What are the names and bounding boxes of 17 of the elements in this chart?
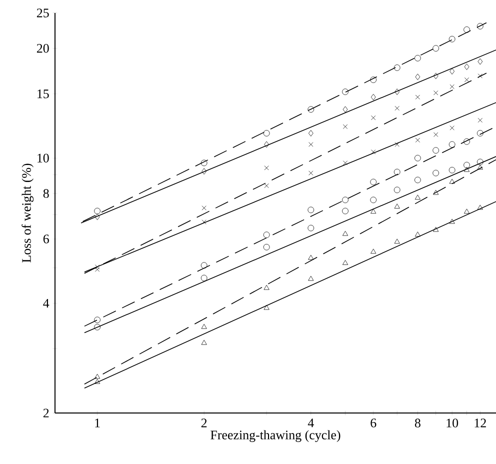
- y-tick-label: 6: [43, 234, 49, 244]
- x-tick-label: 10: [446, 418, 458, 428]
- y-tick-label: 15: [38, 90, 49, 98]
- y-tick-label: 25: [36, 8, 49, 18]
- x-tick-label: 1: [95, 418, 100, 428]
- x-tick-label: 2: [201, 418, 207, 428]
- y-axis-title: Loss of weight (%): [22, 164, 34, 262]
- y-tick-label: 8: [43, 189, 49, 198]
- x-tick-label: 8: [414, 418, 420, 428]
- x-tick-label: 12: [474, 418, 486, 428]
- y-tick-label: 4: [43, 298, 50, 308]
- x-axis-title: Freezing-thawing (cycle): [210, 430, 340, 442]
- x-tick-label: 4: [308, 418, 314, 428]
- y-tick-label: 10: [38, 154, 49, 162]
- y-tick-label: 20: [36, 44, 49, 53]
- y-tick-label: 2: [43, 408, 49, 418]
- x-tick-label: 6: [370, 418, 376, 428]
